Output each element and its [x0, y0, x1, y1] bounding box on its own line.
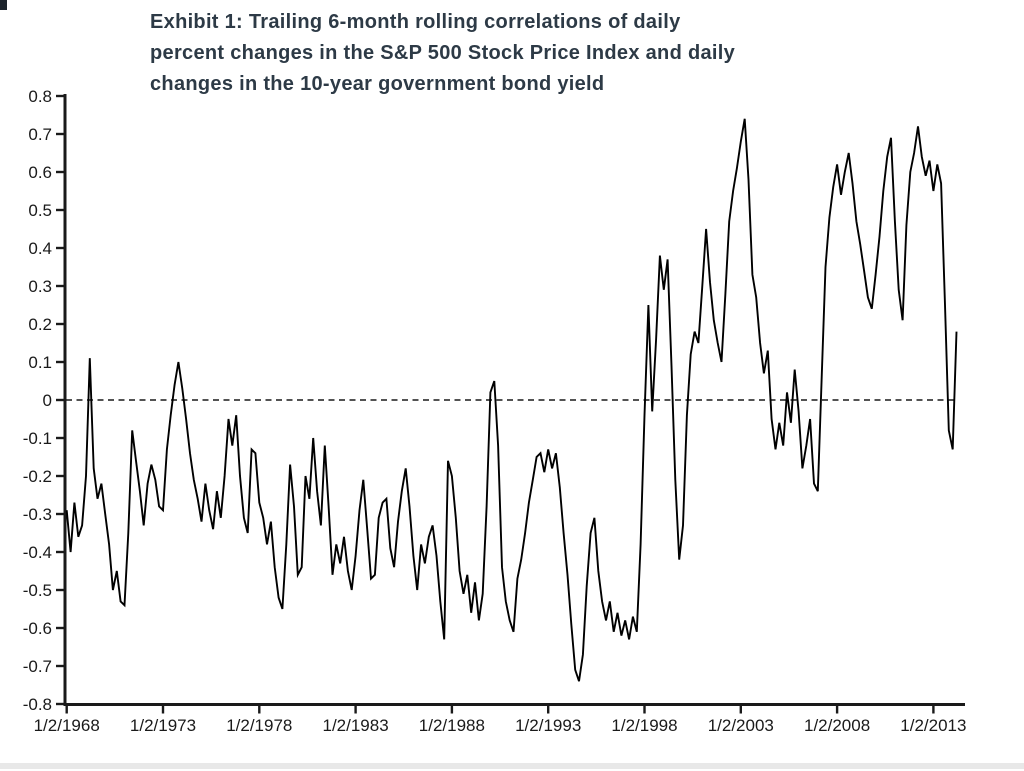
corner-artifact — [0, 0, 7, 10]
y-tick-label: -0.2 — [23, 467, 52, 486]
x-tick-label: 1/2/1993 — [515, 716, 581, 735]
x-tick-label: 1/2/1998 — [611, 716, 677, 735]
y-tick-label: 0 — [43, 391, 52, 410]
x-tick-label: 1/2/1978 — [226, 716, 292, 735]
series-line-trailing-6-month-rolling-correlation — [65, 118, 958, 682]
chart-title-line-3: changes in the 10-year government bond y… — [150, 73, 605, 95]
y-tick-label: 0.6 — [28, 163, 52, 182]
y-tick-label: 0.1 — [28, 353, 52, 372]
bottom-strip — [0, 763, 1024, 769]
y-tick-label: 0.5 — [28, 201, 52, 220]
x-tick-label: 1/2/2013 — [900, 716, 966, 735]
y-tick-label: 0.7 — [28, 125, 52, 144]
y-tick-label: -0.6 — [23, 619, 52, 638]
x-tick-label: 1/2/1988 — [419, 716, 485, 735]
chart-title: Exhibit 1: Trailing 6-month rolling corr… — [150, 7, 880, 100]
y-tick-label: -0.7 — [23, 657, 52, 676]
y-tick-label: 0.4 — [28, 239, 52, 258]
y-tick-label: 0.3 — [28, 277, 52, 296]
y-tick-label: 0.2 — [28, 315, 52, 334]
y-tick-label: -0.8 — [23, 695, 52, 714]
y-tick-label: -0.3 — [23, 505, 52, 524]
y-tick-label: -0.1 — [23, 429, 52, 448]
chart-title-line-1: Exhibit 1: Trailing 6-month rolling corr… — [150, 11, 681, 33]
x-tick-label: 1/2/2003 — [708, 716, 774, 735]
chart-title-line-2: percent changes in the S&P 500 Stock Pri… — [150, 42, 736, 64]
y-tick-label: 0.8 — [28, 87, 52, 106]
x-tick-label: 1/2/1968 — [34, 716, 100, 735]
x-tick-label: 1/2/1983 — [323, 716, 389, 735]
y-tick-label: -0.5 — [23, 581, 52, 600]
y-tick-label: -0.4 — [23, 543, 52, 562]
x-tick-label: 1/2/1973 — [130, 716, 196, 735]
x-tick-label: 1/2/2008 — [804, 716, 870, 735]
